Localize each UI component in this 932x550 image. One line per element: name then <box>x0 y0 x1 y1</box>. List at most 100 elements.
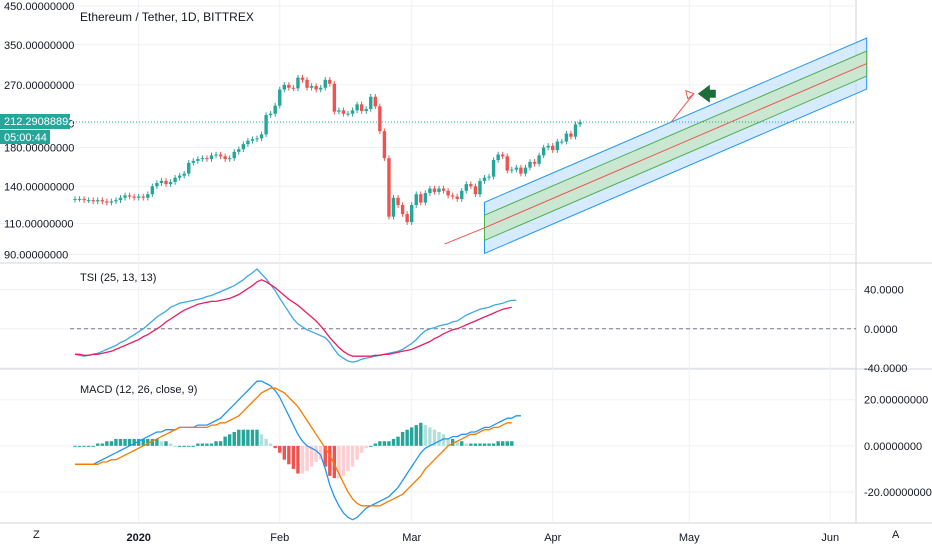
candle-body <box>232 151 236 159</box>
candle-body <box>387 158 391 217</box>
x-tick-label: Mar <box>402 532 421 544</box>
macd-histogram-bar <box>359 445 364 453</box>
price-tick-label: 180.00000000 <box>4 142 74 154</box>
candlestick-series <box>73 74 582 225</box>
candle-body <box>182 173 186 176</box>
macd-tick-label: 0.00000000 <box>864 441 922 453</box>
channel-extension <box>444 227 485 245</box>
macd-histogram-bar <box>159 441 164 446</box>
a-button[interactable]: A <box>892 529 900 541</box>
macd-histogram-bar <box>123 438 127 446</box>
candle-body <box>268 113 273 116</box>
candle-body <box>214 154 218 156</box>
candle-body <box>450 195 455 197</box>
price-tag-value: 212.29088892 <box>4 116 74 128</box>
candle-body <box>382 131 387 159</box>
candle-body <box>77 198 82 200</box>
candle-body <box>300 77 305 80</box>
candle-body <box>205 158 209 160</box>
price-tick-label: 110.00000000 <box>4 219 74 231</box>
macd-histogram-bar <box>441 434 446 446</box>
macd-histogram-bar <box>91 445 95 447</box>
price-tick-label: 350.00000000 <box>4 40 74 52</box>
candle-body <box>364 108 368 111</box>
candle-body <box>405 214 409 223</box>
tsi-tick-label: 0.0000 <box>864 324 898 336</box>
countdown-box <box>0 130 50 144</box>
tsi-line <box>74 268 517 363</box>
candle-body <box>323 79 327 88</box>
macd-histogram-bar <box>109 441 114 446</box>
macd-histogram-bar <box>141 438 145 446</box>
macd-histogram-bar <box>218 441 223 446</box>
z-button[interactable]: Z <box>33 529 40 541</box>
candle-body <box>478 180 482 195</box>
z-button-label: Z <box>33 529 40 541</box>
macd-histogram-bar <box>273 445 277 449</box>
macd-histogram-bar <box>419 422 423 446</box>
candle-body <box>437 188 441 192</box>
candle-body <box>305 79 309 88</box>
candle-body <box>328 79 332 84</box>
candle-body <box>414 194 418 206</box>
macd-histogram-bar <box>264 438 268 446</box>
candle-body <box>291 87 296 89</box>
macd-histogram-bar <box>473 443 478 446</box>
macd-histogram-bar <box>350 445 355 467</box>
macd-histogram-bar <box>387 441 391 446</box>
macd-histogram-bar <box>246 429 250 446</box>
regression-channel[interactable] <box>444 37 868 255</box>
macd-histogram-bar <box>291 445 296 469</box>
macd-histogram-bar <box>155 438 159 446</box>
candle-body <box>337 110 341 112</box>
x-tick-label: May <box>679 532 700 544</box>
candle-body <box>432 188 437 192</box>
macd-histogram-bar <box>182 445 186 447</box>
macd-histogram-bar <box>460 441 464 446</box>
candle-body <box>410 205 414 223</box>
macd-histogram-bar <box>314 445 318 462</box>
macd-histogram-bar <box>282 445 286 460</box>
macd-histogram-bar <box>173 445 177 447</box>
candle-body <box>73 198 77 200</box>
candle-body <box>264 115 268 135</box>
candle-body <box>391 197 396 217</box>
candle-body <box>150 186 155 195</box>
big-arrow-icon <box>697 84 716 103</box>
candle-body <box>578 122 582 125</box>
candle-body <box>341 110 346 114</box>
candle-body <box>564 133 569 142</box>
tsi-title: TSI (25, 13, 13) <box>80 272 156 284</box>
macd-histogram-bar <box>73 445 77 447</box>
chart-title: Ethereum / Tether, 1D, BITTREX <box>80 10 254 24</box>
macd-histogram-bar <box>150 438 155 446</box>
macd-histogram-bar <box>255 429 259 446</box>
price-overlays <box>70 84 856 123</box>
macd-histogram-bar <box>382 441 387 446</box>
macd-histogram-bar <box>491 443 496 446</box>
candle-body <box>132 196 136 198</box>
macd-histogram-bar <box>364 445 368 449</box>
macd-histogram-bar <box>146 438 150 446</box>
macd-histogram-bar <box>241 429 246 446</box>
macd-histogram-bar <box>187 445 191 447</box>
macd-histogram-bar <box>391 438 396 446</box>
macd-histogram-bar <box>305 445 309 472</box>
price-tick-label: 140.00000000 <box>4 181 74 193</box>
macd-histogram-bar <box>137 438 141 446</box>
macd-histogram-bar <box>209 443 214 446</box>
price-tick-label: 90.00000000 <box>4 250 68 262</box>
macd-title: MACD (12, 26, close, 9) <box>80 384 197 396</box>
candle-body <box>146 194 150 198</box>
macd-histogram-bar <box>323 445 327 467</box>
macd-pane <box>73 380 521 521</box>
macd-histogram-bar <box>328 445 332 476</box>
x-tick-label: 2020 <box>126 532 150 544</box>
candle-body <box>487 176 491 178</box>
candle-body <box>569 133 573 137</box>
macd-histogram-bar <box>346 445 350 472</box>
candle-body <box>155 183 159 187</box>
macd-histogram-bar <box>400 432 405 446</box>
macd-histogram-bar <box>164 441 168 446</box>
